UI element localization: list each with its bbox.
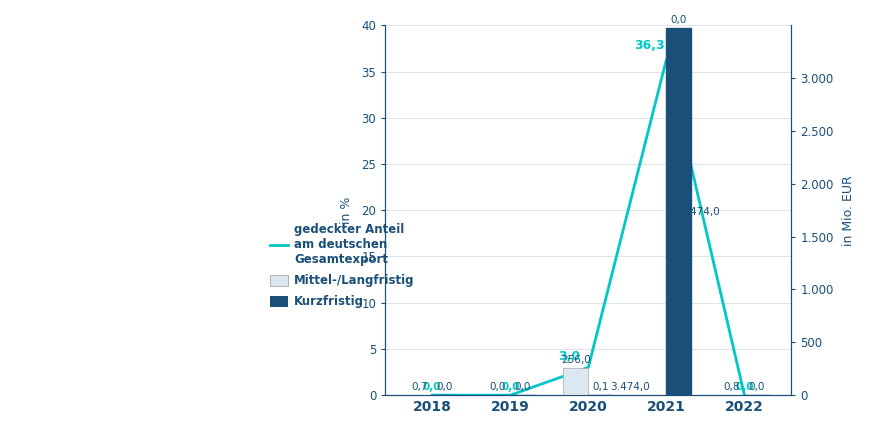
Text: 0,0: 0,0 [734,382,753,393]
Bar [563,368,587,395]
Text: 256,0: 256,0 [561,355,590,365]
Text: 0,0: 0,0 [422,382,441,393]
Text: 3,0: 3,0 [557,350,580,363]
Text: 0,1: 0,1 [592,382,608,392]
Text: 3.474,0: 3.474,0 [680,207,719,217]
Text: 0,7: 0,7 [411,382,428,392]
Text: 0,0: 0,0 [748,382,764,392]
Text: 0,0: 0,0 [501,382,519,393]
Legend: gedeckter Anteil
am deutschen
Gesamtexport, Mittel-/Langfristig, Kurzfristig: gedeckter Anteil am deutschen Gesamtexpo… [269,223,415,308]
Text: 0,0: 0,0 [436,382,453,392]
Text: 0,0: 0,0 [514,382,530,392]
Y-axis label: in %: in % [340,196,353,224]
Text: 3.474,0: 3.474,0 [609,382,649,392]
Text: 0,0: 0,0 [670,15,687,25]
Text: 0,0: 0,0 [489,382,506,392]
Text: 36,3: 36,3 [634,39,664,52]
Bar [666,28,691,395]
Text: 0,0: 0,0 [673,45,690,55]
Y-axis label: in Mio. EUR: in Mio. EUR [841,175,854,246]
Text: 0,8: 0,8 [723,382,740,392]
